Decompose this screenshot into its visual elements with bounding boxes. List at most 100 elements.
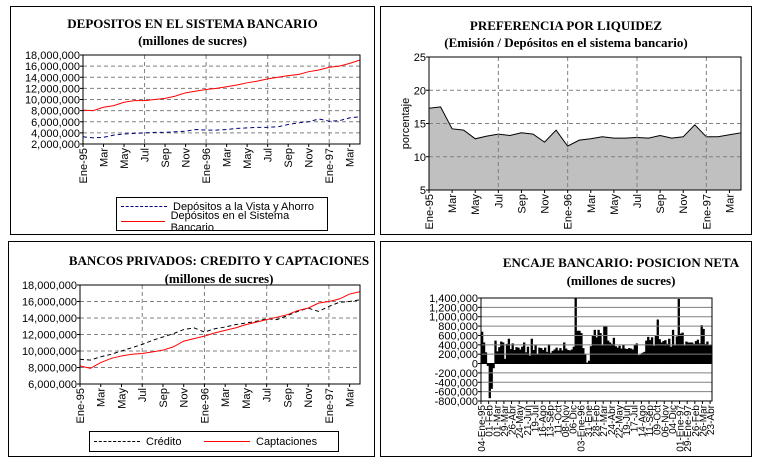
y-tick-label: 600,000 — [438, 330, 478, 342]
bar — [593, 329, 596, 364]
x-tick-label: 31-Ene — [584, 405, 595, 438]
chart-title: DEPOSITOS EN EL SISTEMA BANCARIO — [67, 16, 318, 31]
x-tick-label: Mar — [586, 194, 598, 213]
bar — [685, 341, 688, 364]
bar — [649, 340, 652, 364]
x-tick-label: Jul — [263, 148, 275, 162]
area-line — [428, 106, 742, 147]
y-tick-label: 400,000 — [438, 340, 478, 352]
bar — [580, 333, 583, 364]
x-tick-label: Mar — [724, 194, 736, 213]
x-tick-label: Jul — [262, 388, 274, 402]
x-tick-label: May — [241, 388, 253, 409]
y-tick-label: 18,000,000 — [25, 50, 80, 62]
x-tick-label: Sep — [516, 194, 528, 214]
bar — [482, 342, 486, 364]
x-tick-label: 11-Sep — [645, 405, 656, 437]
bar — [570, 349, 574, 364]
bar — [542, 349, 545, 364]
x-tick-label: Nov — [303, 388, 315, 408]
bar — [679, 333, 682, 364]
bar — [523, 342, 526, 364]
bar — [616, 347, 619, 364]
bar — [628, 348, 631, 364]
legend-label: Depósitos a la Vista y Ahorro — [173, 200, 315, 213]
bar — [574, 298, 577, 364]
bar — [608, 342, 612, 364]
x-tick-label: May — [470, 194, 482, 215]
bar — [589, 346, 593, 364]
legend-label: Depósitos en el Sistema Bancario — [170, 209, 290, 234]
bar — [484, 352, 488, 364]
y-tick-label: 0 — [472, 359, 478, 371]
x-tick-label: Sep — [160, 148, 172, 168]
x-tick-label: 09-Oct — [653, 405, 664, 435]
area-fill — [429, 106, 741, 190]
bar — [582, 348, 585, 364]
x-tick-label: 06-Nov — [660, 405, 671, 437]
legend-swatch — [121, 221, 165, 222]
x-tick-label: Jul — [632, 194, 644, 208]
bar — [658, 339, 661, 364]
x-tick-label: Jul — [140, 148, 152, 162]
bar — [612, 337, 616, 364]
y-tick-label: 8,000,000 — [28, 363, 77, 375]
y-tick-label: 14,000,000 — [22, 313, 77, 325]
chart-bancos: 6,000,000 8,000,000 10,000,000 12,000,000 14… — [22, 280, 361, 423]
x-tick-label: Ene-96 — [201, 148, 213, 183]
panel-liquidez: 5 10 15 20 25 Ene-95 Mar May Jul Sep Nov Ene-96 Mar M… — [380, 6, 752, 235]
x-tick-label: May — [242, 148, 254, 169]
bar — [524, 352, 528, 364]
bar — [555, 347, 558, 364]
bar — [675, 336, 679, 364]
bar — [668, 338, 671, 364]
y-tick-label: 10,000,000 — [25, 95, 80, 107]
bar — [538, 347, 541, 364]
bar — [515, 347, 518, 364]
x-tick-label: 22-May — [614, 405, 625, 438]
chart-subtitle: (millones de sucres) — [566, 273, 676, 288]
y-tick-label: 12,000,000 — [25, 83, 80, 95]
legend: Crédito Captaciones — [89, 431, 339, 452]
y-tick-label: 20 — [414, 85, 426, 97]
bar — [488, 363, 491, 399]
legend-item: Depósitos a la Vista y Ahorro — [117, 199, 327, 214]
chart-subtitle: (Emisión / Depósitos en el sistema banca… — [444, 35, 688, 50]
y-tick-label: 1,200,000 — [429, 302, 478, 314]
bar — [530, 338, 533, 364]
x-tick-label: 11-Oct — [553, 405, 564, 434]
bar — [584, 354, 587, 364]
x-tick-label: Nov — [540, 194, 552, 214]
bar — [502, 342, 505, 364]
x-tick-label: 28-Feb — [592, 405, 603, 437]
y-tick-label: 12,000,000 — [22, 330, 77, 342]
chart-subtitle: (millones de sucres) — [138, 33, 247, 48]
x-tick-label: 04-Dic — [668, 405, 679, 434]
bar — [494, 340, 497, 364]
bar — [629, 348, 633, 364]
x-tick-label: 29-Ene-97 — [683, 405, 694, 452]
bar — [490, 363, 493, 389]
bar — [607, 340, 610, 364]
x-tick-label: 26-Mar — [698, 404, 709, 436]
bar — [694, 341, 698, 364]
x-tick-label: 17-Jul — [630, 405, 641, 432]
bar — [681, 332, 684, 364]
plot-border — [79, 284, 361, 385]
bar — [639, 354, 642, 364]
x-tick-label: Mar — [345, 148, 357, 167]
series-line — [82, 116, 361, 139]
x-tick-label: Ene-95 — [78, 148, 90, 183]
x-tick-label: 24-Abr — [607, 404, 618, 435]
x-tick-label: May — [119, 148, 131, 169]
bar — [517, 347, 520, 364]
y-tick-label: 25 — [414, 52, 426, 64]
legend-swatch — [94, 441, 140, 442]
bar — [656, 319, 659, 364]
y-tick-label: 8,000,000 — [31, 106, 80, 118]
bar — [563, 342, 566, 364]
bar — [706, 341, 709, 364]
plot-area — [83, 55, 360, 144]
chart-depositos: 2,000,0004,000,0006,000,0008,000,00010,0… — [25, 50, 361, 183]
x-tick-label: Ene-95 — [75, 388, 87, 423]
